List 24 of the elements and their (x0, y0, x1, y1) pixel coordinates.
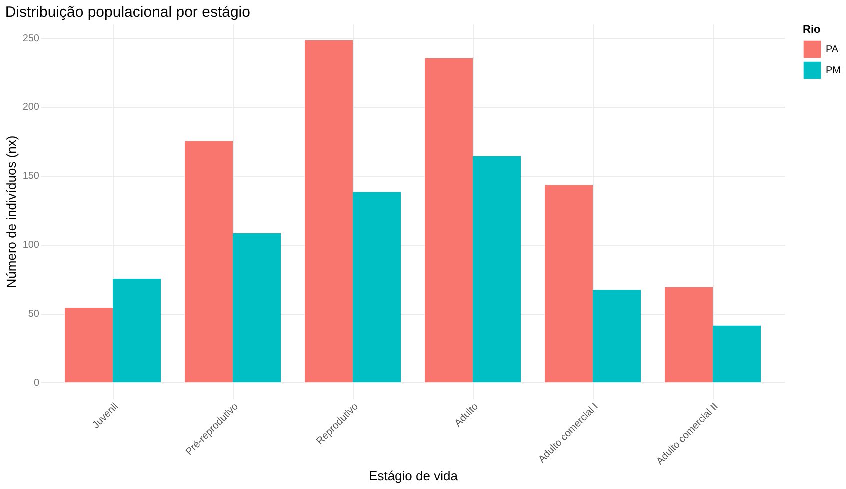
bar (545, 185, 593, 382)
y-axis-title: Número de indivíduos (nx) (4, 136, 19, 288)
bar (233, 234, 281, 382)
bar (473, 156, 521, 382)
bar (593, 290, 641, 382)
legend-label: PA (826, 44, 839, 56)
y-tick-label: 200 (22, 102, 40, 114)
bar (113, 279, 161, 382)
bar (425, 58, 473, 382)
y-tick-label: 0 (34, 378, 40, 389)
bar (353, 192, 401, 382)
y-tick-label: 50 (28, 309, 40, 320)
bar (305, 40, 353, 382)
y-tick-label: 150 (22, 171, 40, 182)
x-axis-title: Estágio de vida (369, 468, 459, 484)
legend-label: PM (826, 66, 841, 76)
chart-title: Distribuição populacional por estágio (5, 4, 250, 21)
bar (185, 141, 233, 382)
bar (665, 287, 713, 382)
bar (65, 308, 113, 382)
legend-title: Rio (803, 24, 821, 36)
y-tick-label: 100 (22, 240, 40, 252)
y-tick-label: 250 (22, 33, 40, 44)
bar (713, 326, 761, 382)
